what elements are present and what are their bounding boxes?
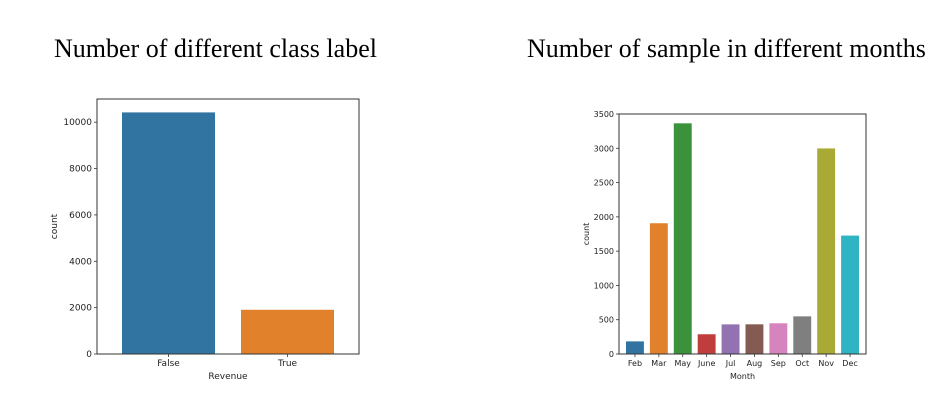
revenue-chart-y-tick-label: 6000: [69, 211, 92, 221]
month-chart-x-tick-label: Dec: [842, 359, 857, 368]
month-chart-y-tick-label: 0: [609, 350, 614, 359]
month-chart-x-tick-label: Nov: [818, 359, 834, 368]
month-chart-bar: [673, 123, 692, 354]
month-chart-y-tick-label: 500: [599, 316, 614, 325]
revenue-chart-x-tick-label: True: [277, 359, 298, 369]
month-chart-x-tick-label: June: [697, 359, 716, 368]
month-chart-bar: [697, 334, 716, 354]
month-chart-x-tick-label: Oct: [795, 359, 809, 368]
month-chart-y-tick-label: 2500: [594, 179, 614, 188]
month-chart-bar: [626, 341, 644, 354]
revenue-chart-y-axis-label: count: [50, 213, 60, 239]
month-chart-bar: [817, 148, 836, 354]
left-chart-caption: Number of different class label: [54, 34, 377, 63]
month-chart-y-tick-label: 3000: [594, 144, 614, 153]
month-chart-x-tick-label: May: [674, 359, 691, 368]
revenue-chart-y-tick-label: 10000: [63, 118, 92, 128]
month-chart-x-tick-label: Feb: [628, 359, 642, 368]
revenue-chart-bar: [122, 112, 215, 354]
month-chart-x-tick-label: Aug: [747, 359, 763, 368]
month-chart-x-axis-label: Month: [730, 372, 755, 381]
month-chart-bar: [841, 235, 859, 354]
month-chart-y-tick-label: 1000: [594, 281, 614, 290]
revenue-chart-y-tick-label: 4000: [69, 257, 92, 267]
revenue-chart-y-tick-label: 8000: [69, 165, 92, 175]
month-chart-y-tick-label: 3500: [594, 110, 614, 119]
month-chart-y-tick-label: 1500: [594, 247, 614, 256]
revenue-chart-y-tick-label: 0: [86, 350, 92, 360]
month-chart-x-tick-label: Sep: [771, 359, 786, 368]
month-chart-frame: [618, 113, 867, 355]
revenue-chart-x-tick-label: False: [157, 359, 180, 369]
month-chart-y-axis-label: count: [582, 223, 591, 246]
month-chart-bar: [721, 324, 740, 354]
month-chart-x-tick-label: Mar: [651, 359, 667, 368]
month-chart-bar: [793, 316, 812, 354]
month-chart-bar: [649, 223, 668, 354]
revenue-chart-x-axis-label: Revenue: [208, 372, 248, 382]
month-chart-bar: [745, 324, 764, 354]
right-chart-caption: Number of sample in different months: [527, 34, 926, 63]
month-chart-y-tick-label: 2000: [594, 213, 614, 222]
month-chart-x-tick-label: Jul: [725, 359, 736, 368]
month-chart-bar: [769, 323, 788, 354]
revenue-chart-frame: [96, 98, 360, 355]
revenue-chart-bar: [241, 309, 334, 354]
revenue-chart-y-tick-label: 2000: [69, 304, 92, 314]
